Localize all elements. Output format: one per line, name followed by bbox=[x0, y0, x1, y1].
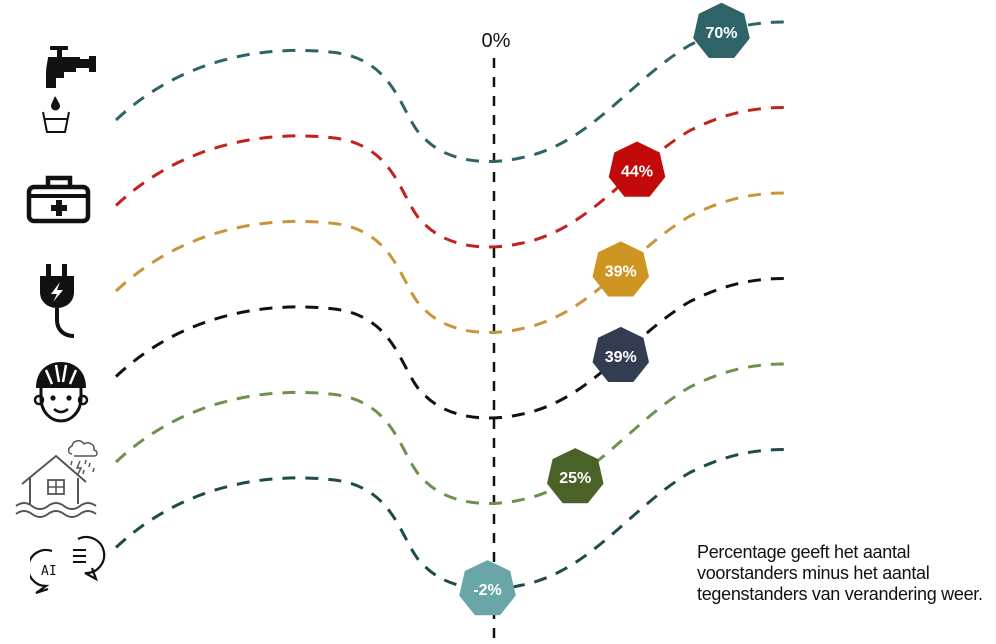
value-badge bbox=[592, 241, 649, 297]
helmet-child-icon bbox=[33, 362, 89, 423]
value-label: 25% bbox=[559, 470, 591, 487]
series-3: 39% bbox=[114, 191, 786, 334]
value-label: 70% bbox=[705, 25, 737, 42]
ai-chat-icon: AI bbox=[30, 536, 106, 595]
series-5: 25% bbox=[114, 362, 786, 505]
zero-axis-label: 0% bbox=[481, 30, 511, 52]
value-label: 39% bbox=[605, 263, 637, 280]
value-label: -2% bbox=[473, 582, 501, 599]
series-line bbox=[114, 106, 786, 249]
value-label: 44% bbox=[621, 164, 653, 181]
value-badge bbox=[592, 326, 649, 382]
flooded-house-icon bbox=[15, 440, 98, 518]
series-line bbox=[114, 20, 786, 163]
series-line bbox=[114, 362, 786, 505]
value-label: 39% bbox=[605, 349, 637, 366]
value-badge bbox=[608, 141, 666, 197]
value-badge bbox=[693, 2, 750, 59]
series-line bbox=[114, 277, 786, 420]
value-badge bbox=[547, 448, 604, 504]
tap-water-icon bbox=[42, 46, 96, 133]
series-4: 39% bbox=[114, 277, 786, 420]
series-layer: 70% 44% 39% 39% 25% -2% bbox=[114, 2, 786, 616]
electric-plug-icon bbox=[40, 264, 75, 338]
series-6: -2% bbox=[114, 448, 786, 616]
value-badge bbox=[459, 560, 516, 616]
svg-text:AI: AI bbox=[41, 564, 57, 579]
series-2: 44% bbox=[114, 106, 786, 249]
series-line bbox=[114, 191, 786, 334]
chart-note: Percentage geeft het aantal voorstanders… bbox=[697, 542, 983, 604]
series-line bbox=[114, 448, 786, 591]
series-1: 70% bbox=[114, 2, 786, 163]
first-aid-kit-icon bbox=[26, 175, 91, 224]
